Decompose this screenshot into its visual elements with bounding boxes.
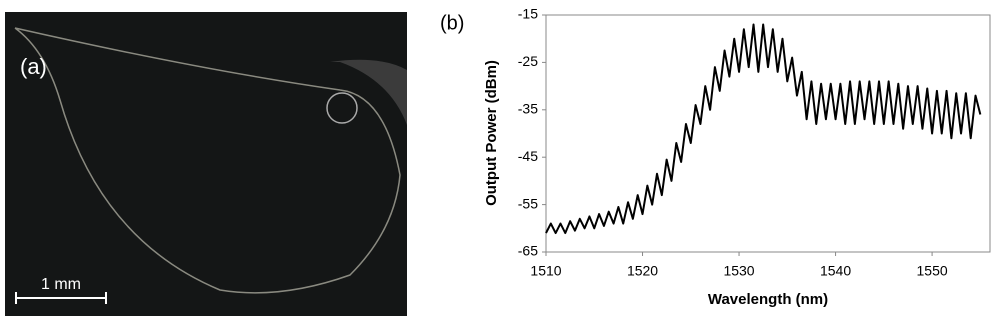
scale-bar-label: 1 mm [41,276,81,293]
photo [5,12,407,316]
y-axis-label: Output Power (dBm) [483,60,500,206]
x-tick-label: 1540 [820,263,851,279]
y-tick-label: -65 [518,243,538,259]
x-tick-label: 1520 [627,263,658,279]
glare [330,59,407,125]
y-tick-label: -45 [518,148,538,164]
photo-panel: (a) 1 mm [5,12,407,316]
plot-frame [545,14,991,253]
panel-label: (b) [440,12,464,34]
y-tick-label: -15 [518,6,538,22]
y-tick-label: -25 [518,53,538,69]
fiber-loop [326,92,358,124]
x-axis-label: Wavelength (nm) [708,291,828,308]
chart: (b) Wavelength (nm) Output Power (dBm) -… [440,6,991,308]
y-tick-label: -55 [518,195,538,211]
x-tick-label: 1530 [723,263,754,279]
x-tick-label: 1510 [530,263,561,279]
spectrum-line [545,23,982,235]
x-tick-label: 1550 [917,263,948,279]
panel-label: (a) [20,54,47,79]
y-tick-label: -35 [518,101,538,117]
fiber [14,27,401,294]
